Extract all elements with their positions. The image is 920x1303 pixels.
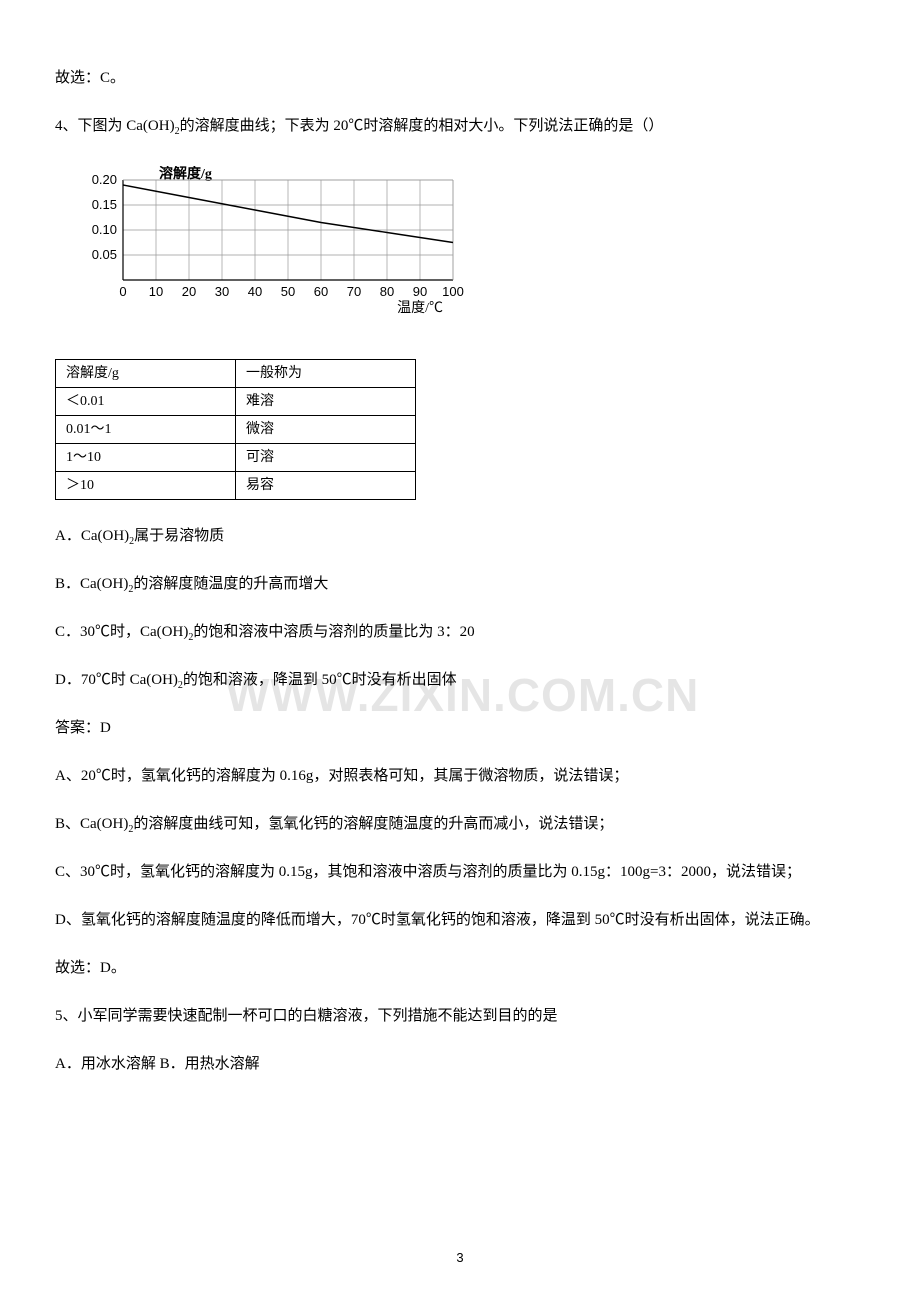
svg-text:溶解度/g: 溶解度/g xyxy=(159,166,212,182)
table-cell: 1～10 xyxy=(56,444,236,472)
solubility-table: 溶解度/g一般称为＜0.01难溶0.01～1微溶1～10可溶＞10易容 xyxy=(55,359,416,500)
chart-svg: 溶解度/g 0.05 0.10 0.15 0.20 0 10 20 30 40 50 60 70 80 90… xyxy=(55,166,475,326)
svg-text:20: 20 xyxy=(182,284,196,299)
solubility-chart: 溶解度/g 0.05 0.10 0.15 0.20 0 10 20 30 40 50 60 70 80 90… xyxy=(55,166,475,326)
q4-prefix: 4、下图为 Ca(OH) xyxy=(55,118,175,134)
conclusion-d: 故选：D。 xyxy=(55,950,865,986)
explanation-b: B、Ca(OH)2的溶解度曲线可知，氢氧化钙的溶解度随温度的升高而减小，说法错误… xyxy=(55,806,865,842)
opt-a-pre: A．Ca(OH) xyxy=(55,528,129,544)
svg-text:80: 80 xyxy=(380,284,394,299)
opt-c-pre: C．30℃时，Ca(OH) xyxy=(55,624,188,640)
table-cell: 难溶 xyxy=(236,388,416,416)
option-d: D．70℃时 Ca(OH)2的饱和溶液，降温到 50℃时没有析出固体 xyxy=(55,662,865,698)
table-cell: 可溶 xyxy=(236,444,416,472)
svg-text:50: 50 xyxy=(281,284,295,299)
option-c: C．30℃时，Ca(OH)2的饱和溶液中溶质与溶剂的质量比为 3：20 xyxy=(55,614,865,650)
svg-text:0: 0 xyxy=(119,284,126,299)
expl-b-post: 的溶解度曲线可知，氢氧化钙的溶解度随温度的升高而减小，说法错误； xyxy=(133,816,613,832)
svg-text:100: 100 xyxy=(442,284,464,299)
page-number: 3 xyxy=(0,1242,920,1273)
expl-b-pre: B、Ca(OH) xyxy=(55,816,128,832)
table-row: 溶解度/g一般称为 xyxy=(56,360,416,388)
svg-text:0.20: 0.20 xyxy=(92,172,117,187)
question-4: 4、下图为 Ca(OH)2的溶解度曲线；下表为 20℃时溶解度的相对大小。下列说… xyxy=(55,108,865,144)
svg-text:40: 40 xyxy=(248,284,262,299)
table-row: ＜0.01难溶 xyxy=(56,388,416,416)
svg-text:90: 90 xyxy=(413,284,427,299)
table-row: 0.01～1微溶 xyxy=(56,416,416,444)
svg-text:30: 30 xyxy=(215,284,229,299)
explanation-a: A、20℃时，氢氧化钙的溶解度为 0.16g，对照表格可知，其属于微溶物质，说法… xyxy=(55,758,865,794)
explanation-d: D、氢氧化钙的溶解度随温度的降低而增大，70℃时氢氧化钙的饱和溶液，降温到 50… xyxy=(55,902,865,938)
svg-text:60: 60 xyxy=(314,284,328,299)
svg-text:0.05: 0.05 xyxy=(92,247,117,262)
answer: 答案：D xyxy=(55,710,865,746)
opt-c-post: 的饱和溶液中溶质与溶剂的质量比为 3：20 xyxy=(193,624,474,640)
svg-text:70: 70 xyxy=(347,284,361,299)
svg-text:10: 10 xyxy=(149,284,163,299)
opt-d-post: 的饱和溶液，降温到 50℃时没有析出固体 xyxy=(183,672,457,688)
table-cell: 一般称为 xyxy=(236,360,416,388)
opt-d-pre: D．70℃时 Ca(OH) xyxy=(55,672,178,688)
svg-text:0.10: 0.10 xyxy=(92,222,117,237)
table-cell: ＞10 xyxy=(56,472,236,500)
table-row: ＞10易容 xyxy=(56,472,416,500)
table-cell: 溶解度/g xyxy=(56,360,236,388)
q4-suffix: 的溶解度曲线；下表为 20℃时溶解度的相对大小。下列说法正确的是（） xyxy=(180,118,664,134)
explanation-c: C、30℃时，氢氧化钙的溶解度为 0.15g，其饱和溶液中溶质与溶剂的质量比为 … xyxy=(55,854,865,890)
table-cell: 0.01～1 xyxy=(56,416,236,444)
table-cell: 微溶 xyxy=(236,416,416,444)
opt-b-pre: B．Ca(OH) xyxy=(55,576,128,592)
svg-text:0.15: 0.15 xyxy=(92,197,117,212)
conclusion-prev: 故选：C。 xyxy=(55,60,865,96)
table-cell: ＜0.01 xyxy=(56,388,236,416)
table-cell: 易容 xyxy=(236,472,416,500)
table-row: 1～10可溶 xyxy=(56,444,416,472)
opt-a-post: 属于易溶物质 xyxy=(134,528,224,544)
option-b: B．Ca(OH)2的溶解度随温度的升高而增大 xyxy=(55,566,865,602)
option-a: A．Ca(OH)2属于易溶物质 xyxy=(55,518,865,554)
question-5: 5、小军同学需要快速配制一杯可口的白糖溶液，下列措施不能达到目的的是 xyxy=(55,998,865,1034)
q5-options: A．用冰水溶解 B．用热水溶解 xyxy=(55,1046,865,1082)
svg-text:温度/℃: 温度/℃ xyxy=(397,300,443,316)
opt-b-post: 的溶解度随温度的升高而增大 xyxy=(133,576,328,592)
